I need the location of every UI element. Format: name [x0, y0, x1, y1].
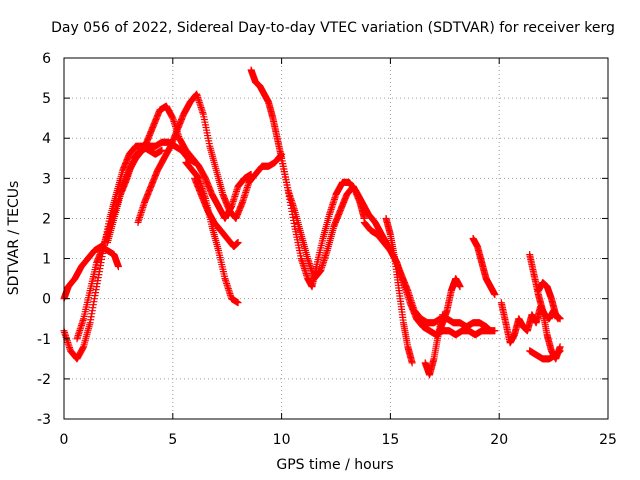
sat-track-13	[434, 275, 464, 339]
data-point	[491, 291, 499, 299]
axis-ticks: -3 -2 -1 0 1 2 3 4 5 6 0 5 10 15 20 25	[37, 51, 617, 448]
x-axis-label: GPS time / hours	[276, 457, 393, 473]
data-point	[491, 327, 499, 335]
x-tick-label: 0	[60, 432, 69, 448]
data-points	[60, 66, 564, 379]
y-tick-label: -1	[37, 332, 51, 348]
sat-track-18	[534, 279, 564, 323]
data-point	[556, 315, 564, 323]
y-tick-label: 1	[42, 252, 51, 268]
sat-track-2	[60, 243, 122, 303]
sat-track-14	[469, 235, 499, 299]
y-tick-label: 2	[42, 211, 51, 227]
y-tick-label: -3	[37, 412, 51, 428]
sat-track-5	[134, 90, 286, 226]
sat-track-11	[382, 214, 416, 367]
y-tick-label: 3	[42, 171, 51, 187]
x-tick-label: 20	[490, 432, 508, 448]
data-point	[114, 263, 122, 271]
data-point	[456, 283, 464, 291]
y-tick-label: 6	[42, 51, 51, 67]
y-tick-label: 0	[42, 292, 51, 308]
sat-track-4	[104, 102, 255, 247]
data-point	[234, 299, 242, 307]
sat-track-9	[278, 154, 368, 283]
x-tick-label: 15	[381, 432, 399, 448]
sat-track-17	[526, 347, 564, 363]
sat-track-7	[191, 174, 242, 251]
y-axis-label: SDTVAR / TECUs	[6, 181, 22, 296]
data-point	[158, 146, 166, 154]
plot-border	[63, 57, 609, 420]
y-tick-label: 4	[42, 131, 51, 147]
data-point	[408, 359, 416, 367]
sat-track-1	[60, 142, 166, 363]
chart-title: Day 056 of 2022, Sidereal Day-to-day VTE…	[51, 20, 615, 36]
y-tick-label: -2	[37, 372, 51, 388]
x-tick-label: 10	[273, 432, 291, 448]
data-point	[556, 347, 564, 355]
y-tick-label: 5	[42, 91, 51, 107]
x-tick-label: 25	[599, 432, 617, 448]
x-tick-label: 5	[168, 432, 177, 448]
data-point	[234, 239, 242, 247]
